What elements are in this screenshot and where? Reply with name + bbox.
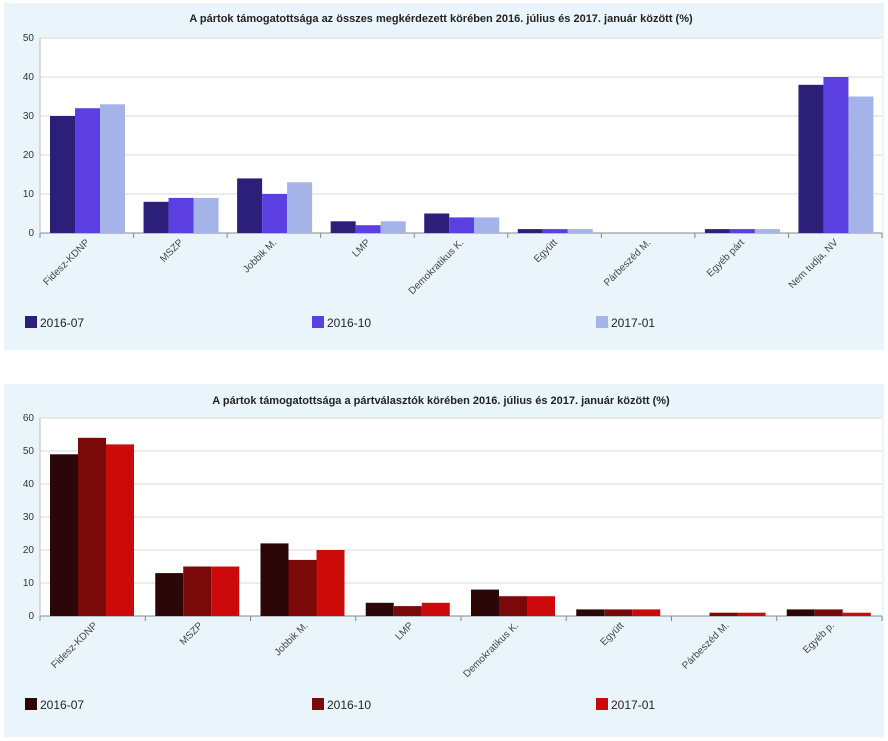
bar-mszp-2016-07: [155, 573, 184, 616]
bar-mszp-2016-10: [183, 566, 212, 616]
y-tick-label: 30: [23, 111, 35, 122]
bar-nem-tudja-nv-2017-01: [848, 96, 874, 233]
bar-demokratikus-k--2016-10: [499, 596, 527, 616]
legend-label: 2016-10: [327, 316, 371, 330]
x-tick-label: Egyéb párt: [705, 237, 747, 279]
x-tick-label: MSZP: [158, 237, 186, 265]
x-tick-label: Párbeszéd M.: [680, 620, 731, 671]
bar-demokratikus-k--2017-01: [527, 596, 555, 616]
legend-swatch: [25, 698, 37, 710]
bar-egy-tt-2016-10: [604, 609, 633, 616]
legend-swatch: [312, 698, 324, 710]
bar-egy-tt-2016-07: [576, 609, 605, 616]
legend-swatch: [312, 316, 324, 328]
x-tick-label: Fidesz-KDNP: [42, 237, 93, 288]
bar-egy-b-p-rt-2016-10: [729, 229, 755, 233]
bar-fidesz-kdnp-2017-01: [106, 444, 134, 616]
legend-swatch: [596, 698, 608, 710]
bar-egy-b-p--2016-10: [814, 609, 843, 616]
bar-egy-tt-2016-10: [542, 229, 568, 233]
y-tick-label: 30: [23, 512, 35, 523]
y-tick-label: 60: [23, 413, 35, 424]
chart-panel-2: A pártok támogatottsága a pártválasztók …: [4, 384, 884, 737]
x-tick-label: Jobbik M.: [241, 237, 279, 275]
legend-swatch: [596, 316, 608, 328]
bar-lmp-2017-01: [380, 221, 406, 233]
bar-fidesz-kdnp-2016-10: [75, 108, 100, 233]
bar-mszp-2017-01: [211, 566, 240, 616]
bar-lmp-2016-10: [393, 606, 422, 616]
chart-2-svg: A pártok támogatottsága a pártválasztók …: [23, 395, 883, 712]
bar-nem-tudja-nv-2016-07: [798, 84, 824, 233]
y-tick-label: 10: [23, 189, 35, 200]
bar-egy-b-p--2016-07: [786, 609, 815, 616]
bar-lmp-2017-01: [421, 602, 450, 616]
x-tick-label: Demokratikus K.: [407, 237, 467, 297]
x-tick-label: Jobbik M.: [273, 620, 311, 658]
bar-demokratikus-k--2016-10: [449, 217, 475, 233]
bar-egy-b-p-rt-2017-01: [754, 229, 780, 233]
bar-egy-tt-2017-01: [567, 229, 593, 233]
bar-mszp-2016-10: [168, 197, 194, 233]
bar-demokratikus-k--2016-07: [424, 213, 450, 233]
y-tick-label: 40: [23, 479, 35, 490]
bar-jobbik-m--2016-07: [260, 543, 289, 616]
bar-jobbik-m--2016-10: [262, 194, 288, 233]
y-tick-label: 20: [23, 150, 35, 161]
bar-jobbik-m--2017-01: [287, 182, 313, 233]
bar-demokratikus-k--2016-07: [471, 589, 499, 616]
bar-p-rbesz-d-m--2017-01: [737, 612, 766, 616]
bar-jobbik-m--2017-01: [316, 550, 345, 616]
bar-fidesz-kdnp-2017-01: [100, 104, 125, 233]
y-tick-label: 0: [28, 228, 34, 239]
bar-egy-b-p-rt-2016-07: [704, 229, 730, 233]
chart-panel-1: A pártok támogatottsága az összes megkér…: [4, 3, 884, 350]
x-tick-label: Együtt: [532, 237, 560, 265]
x-tick-label: Demokratikus K.: [461, 620, 521, 680]
bar-fidesz-kdnp-2016-10: [78, 437, 106, 616]
legend-label: 2016-07: [40, 316, 84, 330]
bar-p-rbesz-d-m--2016-10: [709, 612, 738, 616]
chart-1-svg: A pártok támogatottsága az összes megkér…: [23, 13, 883, 330]
chart-title: A pártok támogatottsága az összes megkér…: [189, 13, 693, 25]
bar-fidesz-kdnp-2016-07: [50, 454, 78, 616]
y-tick-label: 50: [23, 33, 35, 44]
legend-label: 2016-10: [327, 698, 371, 712]
x-tick-label: Párbeszéd M.: [602, 237, 653, 288]
bar-nem-tudja-nv-2016-10: [823, 77, 849, 233]
x-tick-label: Nem tudja, NV: [787, 237, 841, 291]
y-tick-label: 10: [23, 578, 35, 589]
bar-jobbik-m--2016-10: [288, 559, 317, 616]
legend-label: 2017-01: [611, 316, 655, 330]
legend-label: 2017-01: [611, 698, 655, 712]
x-tick-label: Együtt: [599, 620, 627, 648]
bar-mszp-2016-07: [143, 201, 169, 233]
y-tick-label: 20: [23, 545, 35, 556]
bar-mszp-2017-01: [193, 197, 219, 233]
x-tick-label: LMP: [350, 237, 373, 260]
y-tick-label: 0: [28, 611, 34, 622]
bar-demokratikus-k--2017-01: [474, 217, 500, 233]
x-tick-label: Egyéb p.: [801, 620, 837, 656]
bar-egy-b-p--2017-01: [842, 612, 871, 616]
bar-jobbik-m--2016-07: [237, 178, 263, 233]
bar-fidesz-kdnp-2016-07: [50, 116, 75, 233]
y-tick-label: 50: [23, 446, 35, 457]
legend-label: 2016-07: [40, 698, 84, 712]
bar-lmp-2016-07: [330, 221, 356, 233]
bar-lmp-2016-10: [355, 225, 381, 233]
bar-egy-tt-2016-07: [517, 229, 543, 233]
x-tick-label: Fidesz-KDNP: [50, 620, 101, 671]
legend-swatch: [25, 316, 37, 328]
bar-egy-tt-2017-01: [632, 609, 661, 616]
y-tick-label: 40: [23, 72, 35, 83]
bar-lmp-2016-07: [365, 602, 394, 616]
x-tick-label: LMP: [394, 620, 417, 643]
chart-title: A pártok támogatottsága a pártválasztók …: [212, 395, 670, 407]
x-tick-label: MSZP: [178, 620, 206, 648]
